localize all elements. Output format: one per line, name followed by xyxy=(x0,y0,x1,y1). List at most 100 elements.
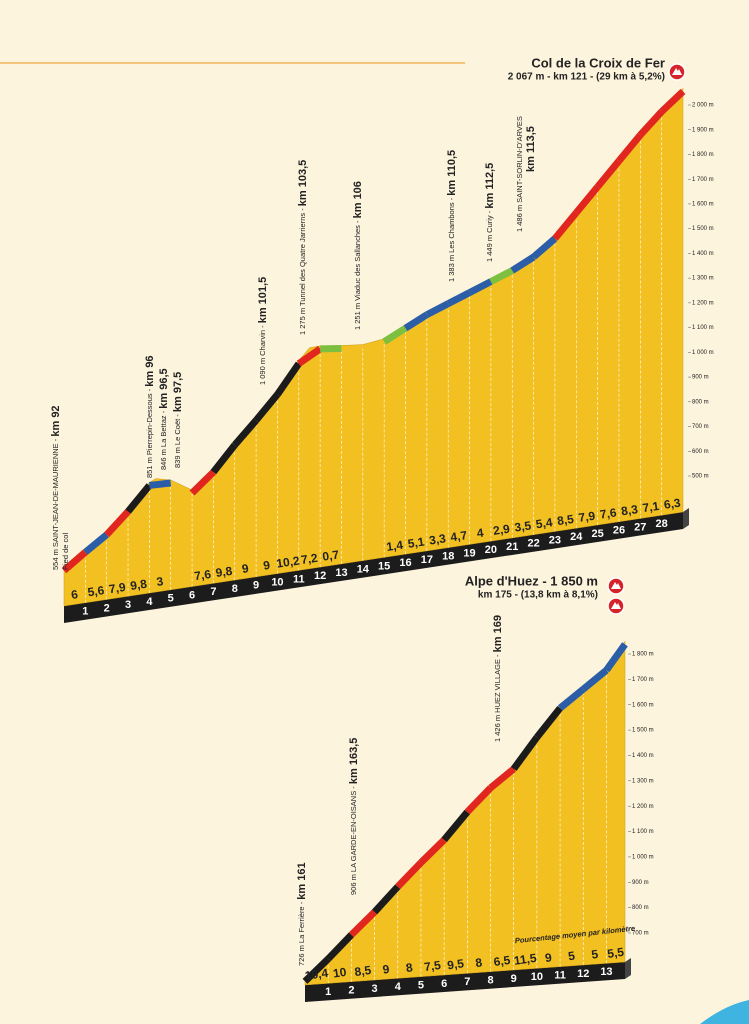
gradient-edge xyxy=(382,325,408,345)
base-slab-side xyxy=(625,958,631,979)
km-label: 12 xyxy=(314,570,326,582)
gradient-label: 1,4 xyxy=(385,538,404,554)
annotation: 846 m La Bettaz - km 96,5 xyxy=(158,368,170,470)
gradient-label: 5,6 xyxy=(87,583,106,599)
annotation: 1 449 m Curiy - km 112,5 xyxy=(484,163,496,262)
annotation-place: 1 275 m Tunnel des Quatre Jarrierns - xyxy=(298,206,307,335)
gradient-edge xyxy=(557,686,586,711)
annotation: 1 486 m SAINT-SORLIN-D'ARVES xyxy=(515,116,524,232)
gradient-label: 5,5 xyxy=(606,945,625,961)
summit-icon-glyph xyxy=(611,582,621,589)
y-tick-label: 500 m xyxy=(692,474,709,480)
km-label: 4 xyxy=(146,596,153,608)
y-tick-label: 1 700 m xyxy=(632,677,654,683)
summit-icon-glyph xyxy=(672,68,682,75)
y-tick-label: 900 m xyxy=(692,375,709,381)
chart-subtitle: 2 067 m - km 121 - (29 km à 5,2%) xyxy=(508,72,665,83)
gradient-edge xyxy=(302,956,331,984)
gradient-label: 8,5 xyxy=(354,963,373,979)
gradient-edge xyxy=(395,860,424,890)
km-label: 3 xyxy=(372,983,378,995)
km-label: 11 xyxy=(293,573,305,585)
annotation: 726 m La Ferrière - km 161 xyxy=(296,862,308,966)
annotation-km: km 110,5 xyxy=(446,150,458,196)
annotation-km-text: km 113,5 xyxy=(525,126,537,172)
gradient-label: 5 xyxy=(567,949,576,964)
annotation-km: km 96 xyxy=(144,356,156,387)
gradient-label: 10 xyxy=(332,965,347,981)
annotation-km: km 169 xyxy=(492,615,504,652)
gradient-edge xyxy=(348,909,378,938)
km-label: 3 xyxy=(125,599,131,611)
gradient-edge xyxy=(441,809,471,843)
annotation-km: km 101,5 xyxy=(257,277,269,323)
km-label: 15 xyxy=(378,560,390,572)
gradient-edge xyxy=(467,278,493,296)
km-label: 17 xyxy=(421,554,433,566)
annotation-place: 839 m Le Coët - xyxy=(173,412,182,468)
gradient-edge xyxy=(325,932,354,962)
gradient-edge xyxy=(464,785,494,815)
annotation-place: 1 251 m Viaduc des Sallanches - xyxy=(353,218,362,330)
y-tick-label: 1 600 m xyxy=(692,202,714,208)
gradient-edge xyxy=(425,300,450,318)
chart-title: Col de la Croix de Fer xyxy=(531,55,665,70)
gradient-edge xyxy=(581,667,609,692)
y-tick-label: 1 500 m xyxy=(632,728,654,734)
gradient-edge xyxy=(296,345,323,367)
y-tick-label: 1 200 m xyxy=(632,804,654,810)
gradient-label: 9,8 xyxy=(215,564,234,580)
gradient-edge xyxy=(510,254,536,274)
gradient-edge xyxy=(403,311,429,332)
km-label: 6 xyxy=(441,978,447,990)
base-slab xyxy=(64,512,683,623)
gradient-label: 5 xyxy=(590,947,599,962)
km-label: 27 xyxy=(634,521,646,533)
gradient-edge xyxy=(61,549,88,574)
km-label: 2 xyxy=(104,602,110,614)
y-tick-label: 1 800 m xyxy=(692,152,714,158)
gradient-label: 0,7 xyxy=(321,548,340,564)
gradient-edge xyxy=(189,469,216,496)
km-label: 1 xyxy=(82,606,88,618)
base-slab-side xyxy=(683,508,689,529)
gradient-label: 11,5 xyxy=(513,951,538,968)
km-label: 13 xyxy=(600,966,612,978)
chart-subtitle: km 175 - (13,8 km à 8,1%) xyxy=(478,590,598,601)
km-label: 11 xyxy=(554,970,566,982)
y-tick-label: 1 300 m xyxy=(692,276,714,282)
gradient-edge xyxy=(531,235,558,260)
gradient-label: 4,7 xyxy=(450,528,469,544)
gradient-label: 7,5 xyxy=(423,958,442,974)
gradient-edge xyxy=(232,418,259,448)
gradient-edge xyxy=(125,483,153,514)
km-label: 4 xyxy=(395,981,402,993)
km-label: 21 xyxy=(506,541,518,553)
annotation-place: 554 m SAINT-JEAN-DE-MAURIENNE - xyxy=(51,437,60,570)
gradient-edge xyxy=(594,158,622,190)
km-label: 19 xyxy=(463,547,475,559)
km-label: 24 xyxy=(570,531,583,543)
annotation-place: 1 383 m Les Chambons - xyxy=(447,196,456,282)
gradient-edge xyxy=(210,442,238,475)
annotation: 851 m Pierrepin-Dessous - km 96 xyxy=(144,356,156,479)
y-tick-label: 1 100 m xyxy=(632,829,654,835)
gradient-edge xyxy=(489,267,514,285)
km-label: 12 xyxy=(577,968,589,980)
y-tick-label: 700 m xyxy=(692,424,709,430)
km-label: 23 xyxy=(549,534,561,546)
gradient-label: 10,4 xyxy=(304,966,329,983)
annotation-km: km 163,5 xyxy=(348,738,360,784)
annotation-km: km 113,5 xyxy=(525,126,537,172)
annotation-km: km 106 xyxy=(352,181,364,218)
annotation-place: 726 m La Ferrière - xyxy=(297,900,306,966)
y-tick-label: 1 800 m xyxy=(632,652,654,658)
gradient-label: 3,3 xyxy=(428,531,447,547)
summit-icon-glyph xyxy=(611,602,621,609)
annotation: 906 m LA GARDE-EN-OISANS - km 163,5 xyxy=(348,738,360,895)
gradient-label: 2,9 xyxy=(492,522,511,538)
km-label: 5 xyxy=(168,593,174,605)
y-tick-label: 2 000 m xyxy=(692,103,714,109)
